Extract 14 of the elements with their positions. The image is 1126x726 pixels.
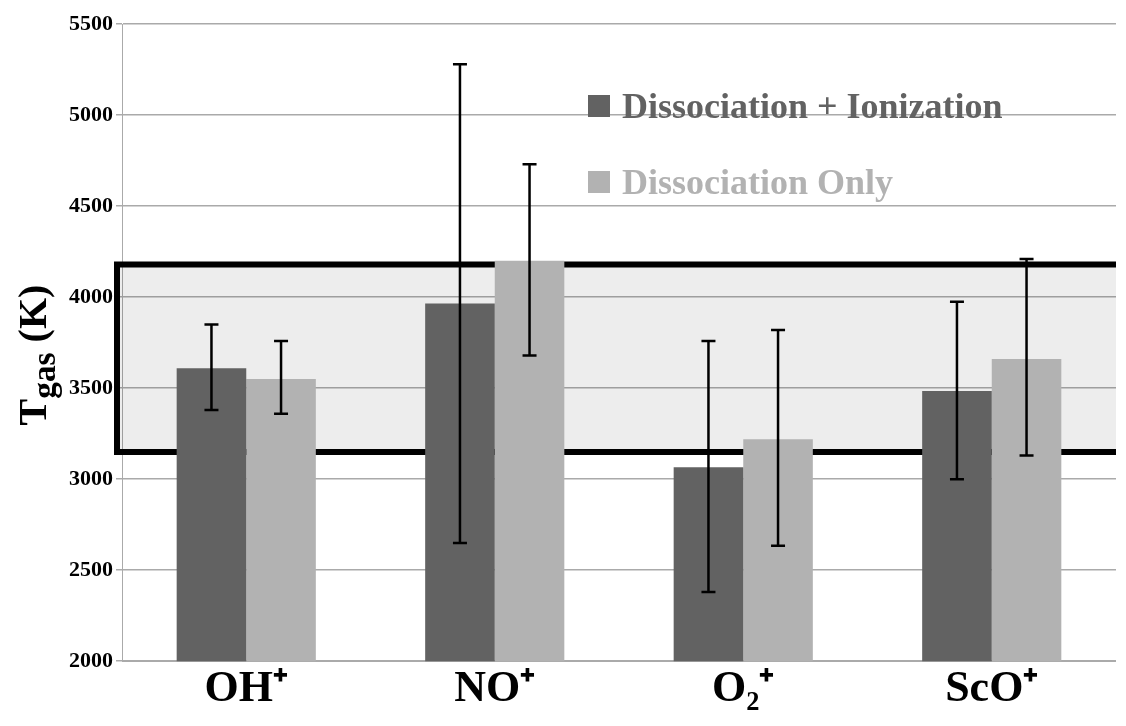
y-tick-label: 2500	[69, 555, 113, 581]
y-tick-label: 5000	[69, 100, 113, 126]
x-tick-label: ScO⁺	[945, 661, 1039, 711]
x-tick-label: O₂⁺	[712, 661, 775, 711]
x-tick-label: NO⁺	[454, 661, 536, 711]
y-tick-label: 4000	[69, 282, 113, 308]
y-tick-label: 4500	[69, 191, 113, 217]
legend-label: Dissociation Only	[622, 161, 894, 203]
legend-label: Dissociation + Ionization	[622, 85, 1003, 127]
y-tick-label: 2000	[69, 646, 113, 672]
y-tick-label: 3000	[69, 464, 113, 490]
y-tick-label: 3500	[69, 373, 113, 399]
x-tick-label: OH⁺	[204, 661, 288, 711]
y-tick-label: 5500	[69, 9, 113, 35]
